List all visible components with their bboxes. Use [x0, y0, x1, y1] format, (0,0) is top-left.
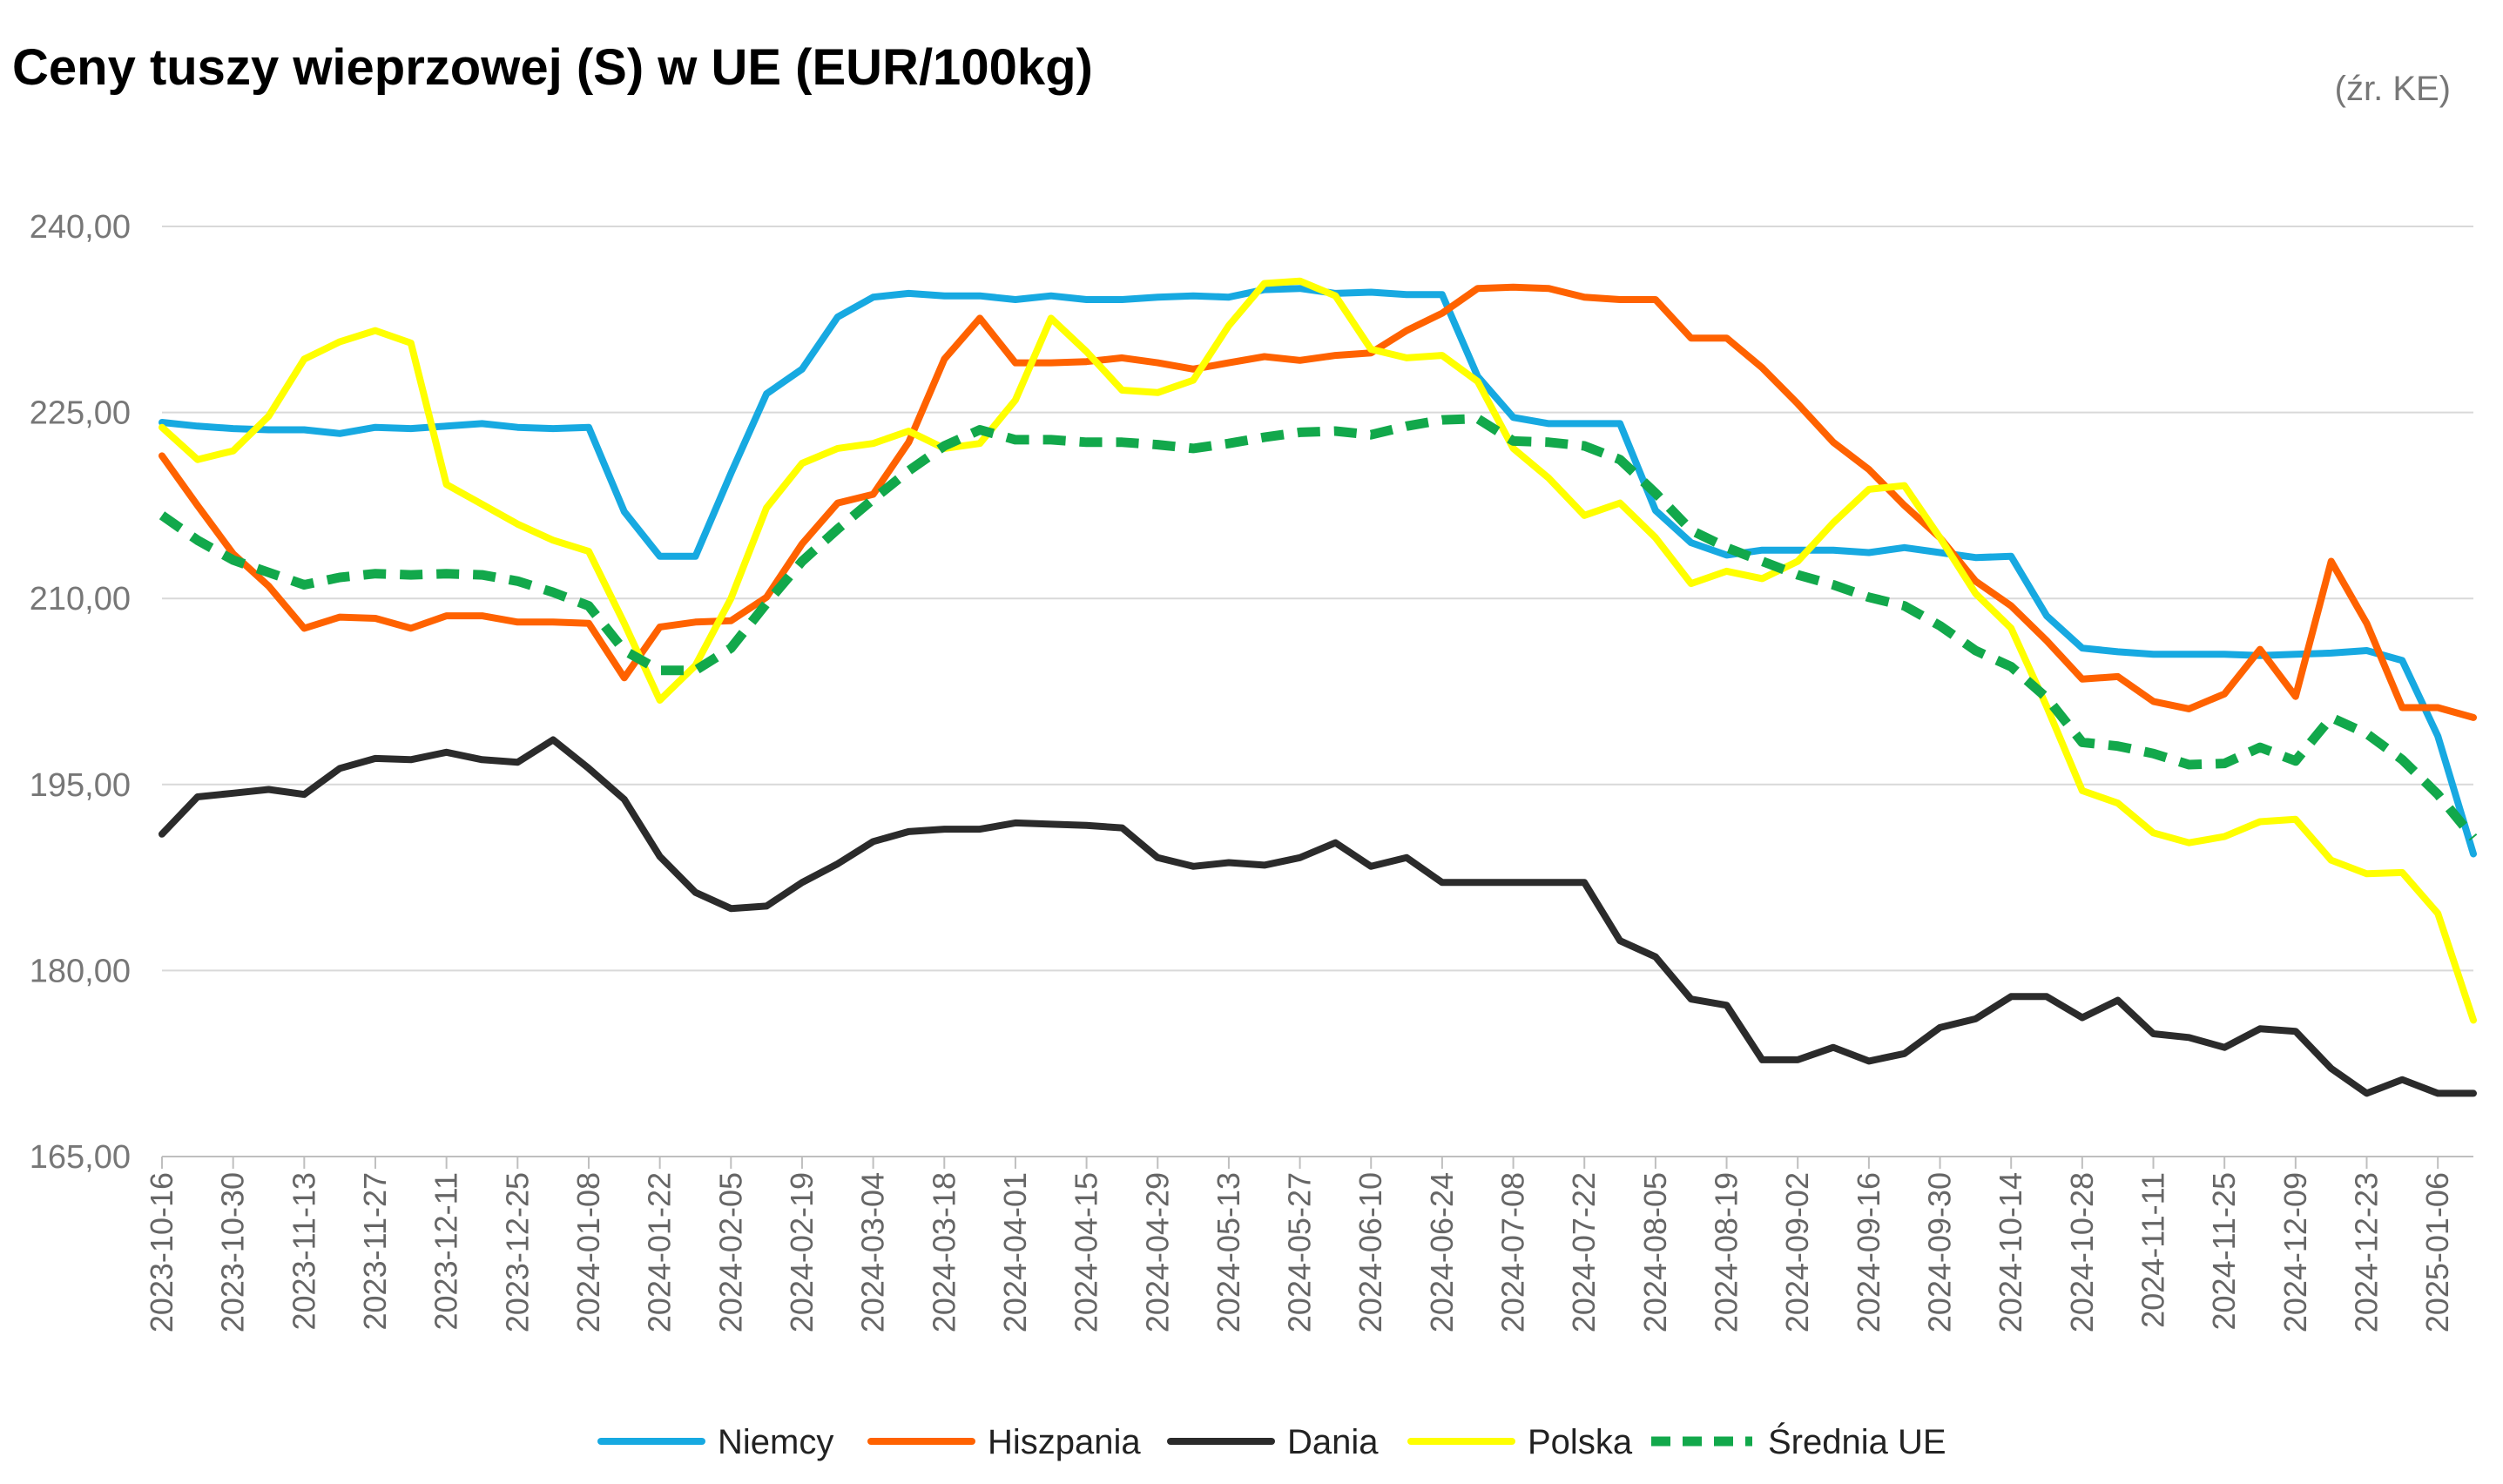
- legend-label: Hiszpania: [988, 1423, 1141, 1461]
- series-line-polska: [159, 277, 2477, 1024]
- x-tick-label: 2024-12-23: [2349, 1172, 2385, 1332]
- legend-label: Polska: [1528, 1423, 1633, 1461]
- series-lines: [159, 277, 2478, 1097]
- chart-title: Ceny tuszy wieprzowej (S) w UE (EUR/100k…: [12, 39, 1093, 96]
- source-note: (źr. KE): [2334, 70, 2451, 108]
- legend-label: Średnia UE: [1768, 1421, 1946, 1461]
- x-tick-label: 2024-01-08: [570, 1172, 606, 1332]
- y-tick-label: 165,00: [30, 1139, 131, 1176]
- legend: Niemcy Hiszpania Dania Polska Średnia UE: [597, 1421, 1946, 1461]
- x-tick-label: 2023-10-16: [144, 1172, 179, 1332]
- x-tick-label: 2024-09-30: [1922, 1172, 1958, 1332]
- x-tick-label: 2024-04-15: [1069, 1172, 1104, 1332]
- x-tick-label: 2024-04-29: [1139, 1172, 1175, 1332]
- legend-label: Niemcy: [718, 1423, 833, 1461]
- x-tick-label: 2023-12-11: [428, 1172, 464, 1330]
- x-tick-label: 2024-01-22: [642, 1172, 678, 1332]
- x-tick-label: 2024-02-05: [712, 1172, 748, 1332]
- y-tick-label: 180,00: [30, 953, 131, 989]
- y-tick-label: 195,00: [30, 767, 131, 804]
- x-tick-label: 2023-11-13: [286, 1172, 321, 1330]
- x-tick-label: 2024-10-14: [1993, 1172, 2028, 1332]
- series-line-dania: [159, 736, 2477, 1097]
- x-tick-label: 2024-07-08: [1495, 1172, 1531, 1332]
- y-tick-label: 240,00: [30, 209, 131, 246]
- gridlines: [162, 226, 2473, 972]
- x-tick-label: 2024-04-01: [997, 1172, 1033, 1332]
- y-axis-ticks: 165,00 180,00 195,00 210,00 225,00 240,00: [30, 209, 131, 1176]
- x-tick-label: 2024-09-16: [1851, 1172, 1886, 1332]
- x-axis-ticks: 2023-10-16 2023-10-30 2023-11-13 2023-11-27…: [144, 1172, 2455, 1332]
- x-tick-label: 2025-01-06: [2419, 1172, 2455, 1332]
- x-tick-label: 2023-12-25: [499, 1172, 535, 1332]
- legend-label: Dania: [1287, 1423, 1379, 1461]
- x-tick-label: 2024-05-13: [1211, 1172, 1246, 1332]
- series-line-hiszpania: [159, 283, 2477, 721]
- x-tick-label: 2024-08-05: [1637, 1172, 1673, 1332]
- x-tick-label: 2024-08-19: [1709, 1172, 1744, 1332]
- x-tick-label: 2024-02-19: [784, 1172, 820, 1332]
- x-tick-label: 2024-06-10: [1353, 1172, 1388, 1332]
- x-axis: [161, 1156, 2473, 1169]
- x-tick-label: 2024-03-04: [855, 1172, 891, 1332]
- series-line-średnia-ue: [159, 414, 2478, 841]
- x-tick-label: 2024-11-11: [2135, 1172, 2171, 1328]
- x-tick-label: 2024-06-24: [1424, 1172, 1460, 1332]
- x-tick-label: 2024-05-27: [1282, 1172, 1318, 1332]
- x-tick-label: 2024-07-22: [1566, 1172, 1602, 1332]
- series-line-niemcy: [159, 285, 2477, 858]
- y-tick-label: 210,00: [30, 581, 131, 617]
- x-tick-label: 2024-11-25: [2206, 1172, 2242, 1330]
- x-tick-label: 2024-10-28: [2064, 1172, 2100, 1332]
- x-tick-label: 2024-03-18: [926, 1172, 961, 1332]
- x-tick-label: 2024-12-09: [2277, 1172, 2313, 1332]
- x-tick-label: 2024-09-02: [1779, 1172, 1815, 1332]
- x-tick-label: 2023-10-30: [215, 1172, 251, 1332]
- x-tick-label: 2023-11-27: [357, 1172, 393, 1330]
- y-tick-label: 225,00: [30, 395, 131, 432]
